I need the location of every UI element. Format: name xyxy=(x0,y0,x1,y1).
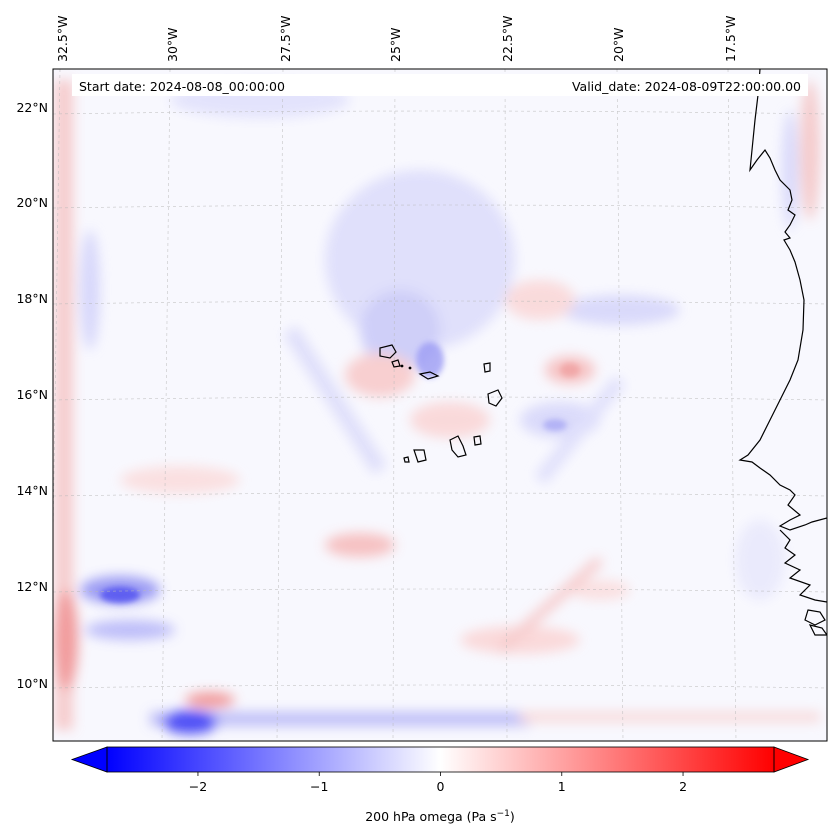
colorbar-label-close: ) xyxy=(510,809,515,824)
sao-nicolau-island xyxy=(418,371,440,380)
sal-island xyxy=(483,362,491,373)
omega-field xyxy=(53,69,827,741)
colorbar-ticks: −2 −1 0 1 2 xyxy=(189,772,687,794)
colorbar-label-main: 200 hPa omega (Pa s xyxy=(365,809,496,824)
lat-label: 12°N xyxy=(16,579,48,594)
lon-label: 22.5°W xyxy=(500,16,515,62)
colorbar-extend-high xyxy=(773,746,810,773)
colorbar-gradient xyxy=(107,747,774,772)
colorbar-tick-label: 1 xyxy=(558,779,566,794)
colorbar-tick-label: −1 xyxy=(310,779,328,794)
colorbar-extend-low xyxy=(70,746,108,773)
latitude-labels: 22°N 20°N 18°N 16°N 14°N 12°N 10°N xyxy=(16,100,48,691)
longitude-labels: 32.5°W 30°W 27.5°W 25°W 22.5°W 20°W 17.5… xyxy=(55,16,738,62)
lon-label: 27.5°W xyxy=(278,16,293,62)
colorbar: −2 −1 0 1 2 200 hPa omega (Pa s−1) xyxy=(70,746,810,824)
start-date-text: Start date: 2024-08-08_00:00:00 xyxy=(79,79,285,94)
lat-label: 20°N xyxy=(16,195,48,210)
lon-label: 17.5°W xyxy=(723,16,738,62)
lat-label: 22°N xyxy=(16,100,48,115)
colorbar-tick-label: 2 xyxy=(679,779,687,794)
africa-coastline xyxy=(738,69,827,531)
lon-label: 30°W xyxy=(165,27,180,62)
lat-label: 10°N xyxy=(16,676,48,691)
colorbar-label: 200 hPa omega (Pa s−1) xyxy=(365,809,515,824)
boa-vista-island xyxy=(487,389,503,407)
valid-date-text: Valid_date: 2024-08-09T22:00:00.00 xyxy=(572,79,801,94)
gridlines xyxy=(53,69,827,741)
maio-island xyxy=(473,435,482,446)
santo-antao-island xyxy=(379,344,397,359)
coastlines xyxy=(379,69,827,636)
colorbar-tick-label: 0 xyxy=(437,779,445,794)
lat-label: 14°N xyxy=(16,483,48,498)
lat-label: 16°N xyxy=(16,387,48,402)
brava-island xyxy=(403,456,410,463)
lon-label: 20°W xyxy=(611,27,626,62)
sao-vicente-island xyxy=(391,359,401,368)
map-frame xyxy=(52,68,828,742)
lat-label: 18°N xyxy=(16,291,48,306)
colorbar-tick-label: −2 xyxy=(189,779,207,794)
colorbar-label-exponent: −1 xyxy=(497,809,510,819)
lon-label: 25°W xyxy=(388,27,403,62)
lon-label: 32.5°W xyxy=(55,16,70,62)
fogo-island xyxy=(413,449,427,463)
santiago-island xyxy=(449,435,467,458)
info-box xyxy=(72,74,808,96)
